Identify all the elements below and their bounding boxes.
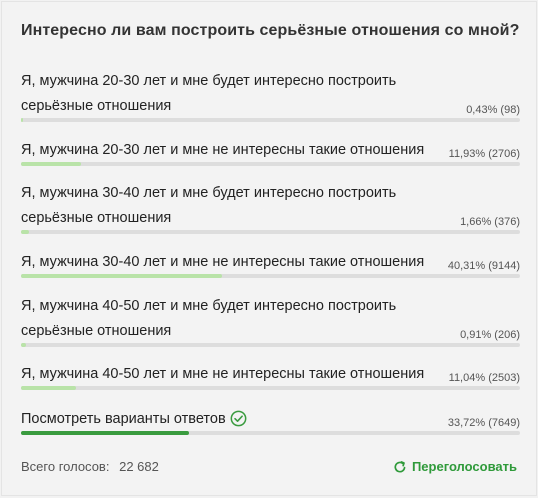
poll-option-bar-fill: [21, 230, 30, 234]
poll-option-label: Я, мужчина 40-50 лет и мне будет интерес…: [21, 298, 397, 339]
poll-question: Интересно ли вам построить серьёзные отн…: [21, 22, 520, 39]
poll-option-result: 11,93% (2706): [448, 148, 520, 160]
poll-option-bar: [21, 386, 520, 390]
poll-option-bar: [21, 274, 520, 278]
poll-option-bar-fill: [21, 162, 81, 166]
poll-footer: Всего голосов: 22 682 Переголосовать: [21, 459, 517, 474]
poll-option-label: Я, мужчина 20-30 лет и мне будет интерес…: [21, 73, 397, 114]
poll-option-bar-fill: [21, 431, 190, 435]
refresh-icon: [394, 460, 406, 473]
poll-option-bar: [21, 343, 520, 347]
poll-option-bar: [21, 118, 520, 122]
poll-option[interactable]: Я, мужчина 20-30 лет и мне будет интерес…: [21, 69, 520, 122]
poll-option[interactable]: Я, мужчина 30-40 лет и мне будет интерес…: [21, 181, 520, 234]
poll-option[interactable]: Я, мужчина 40-50 лет и мне не интересны …: [21, 362, 520, 390]
poll-option-bar-fill: [21, 343, 26, 347]
poll-option-label: Посмотреть варианты ответов: [21, 411, 226, 427]
poll-option-bar-fill: [21, 386, 77, 390]
poll-option-label: Я, мужчина 20-30 лет и мне не интересны …: [21, 142, 425, 158]
revote-label: Переголосовать: [411, 459, 517, 474]
poll-option[interactable]: Я, мужчина 20-30 лет и мне не интересны …: [21, 138, 520, 166]
revote-button[interactable]: Переголосовать: [393, 459, 517, 474]
total-votes-value: 22 682: [119, 459, 159, 474]
poll-option-label: Я, мужчина 30-40 лет и мне будет интерес…: [21, 185, 397, 226]
poll-option-label: Я, мужчина 40-50 лет и мне не интересны …: [21, 366, 425, 382]
poll-option-result: 11,04% (2503): [448, 372, 520, 384]
poll-option-bar-fill: [21, 274, 223, 278]
total-votes-label: Всего голосов:: [21, 459, 110, 474]
poll-option-label-wrap: Посмотреть варианты ответов: [21, 407, 426, 432]
poll-option-bar: [21, 230, 520, 234]
poll-option[interactable]: Я, мужчина 40-50 лет и мне будет интерес…: [21, 294, 520, 347]
poll-option-bar: [21, 162, 520, 166]
check-circle-icon: [230, 410, 247, 427]
poll-option-result: 40,31% (9144): [447, 260, 520, 272]
poll-option-selected[interactable]: Посмотреть варианты ответов 33,72% (7649…: [21, 407, 520, 435]
poll-option-label: Я, мужчина 30-40 лет и мне не интересны …: [21, 254, 425, 270]
poll-option[interactable]: Я, мужчина 30-40 лет и мне не интересны …: [21, 250, 520, 278]
poll-option-result: 0,91% (206): [460, 329, 520, 341]
poll-option-result: 0,43% (98): [466, 104, 520, 116]
poll-option-result: 1,66% (376): [460, 216, 520, 228]
poll-option-bar-fill: [21, 118, 24, 122]
poll-option-bar: [21, 431, 520, 435]
poll-option-result: 33,72% (7649): [447, 417, 520, 429]
